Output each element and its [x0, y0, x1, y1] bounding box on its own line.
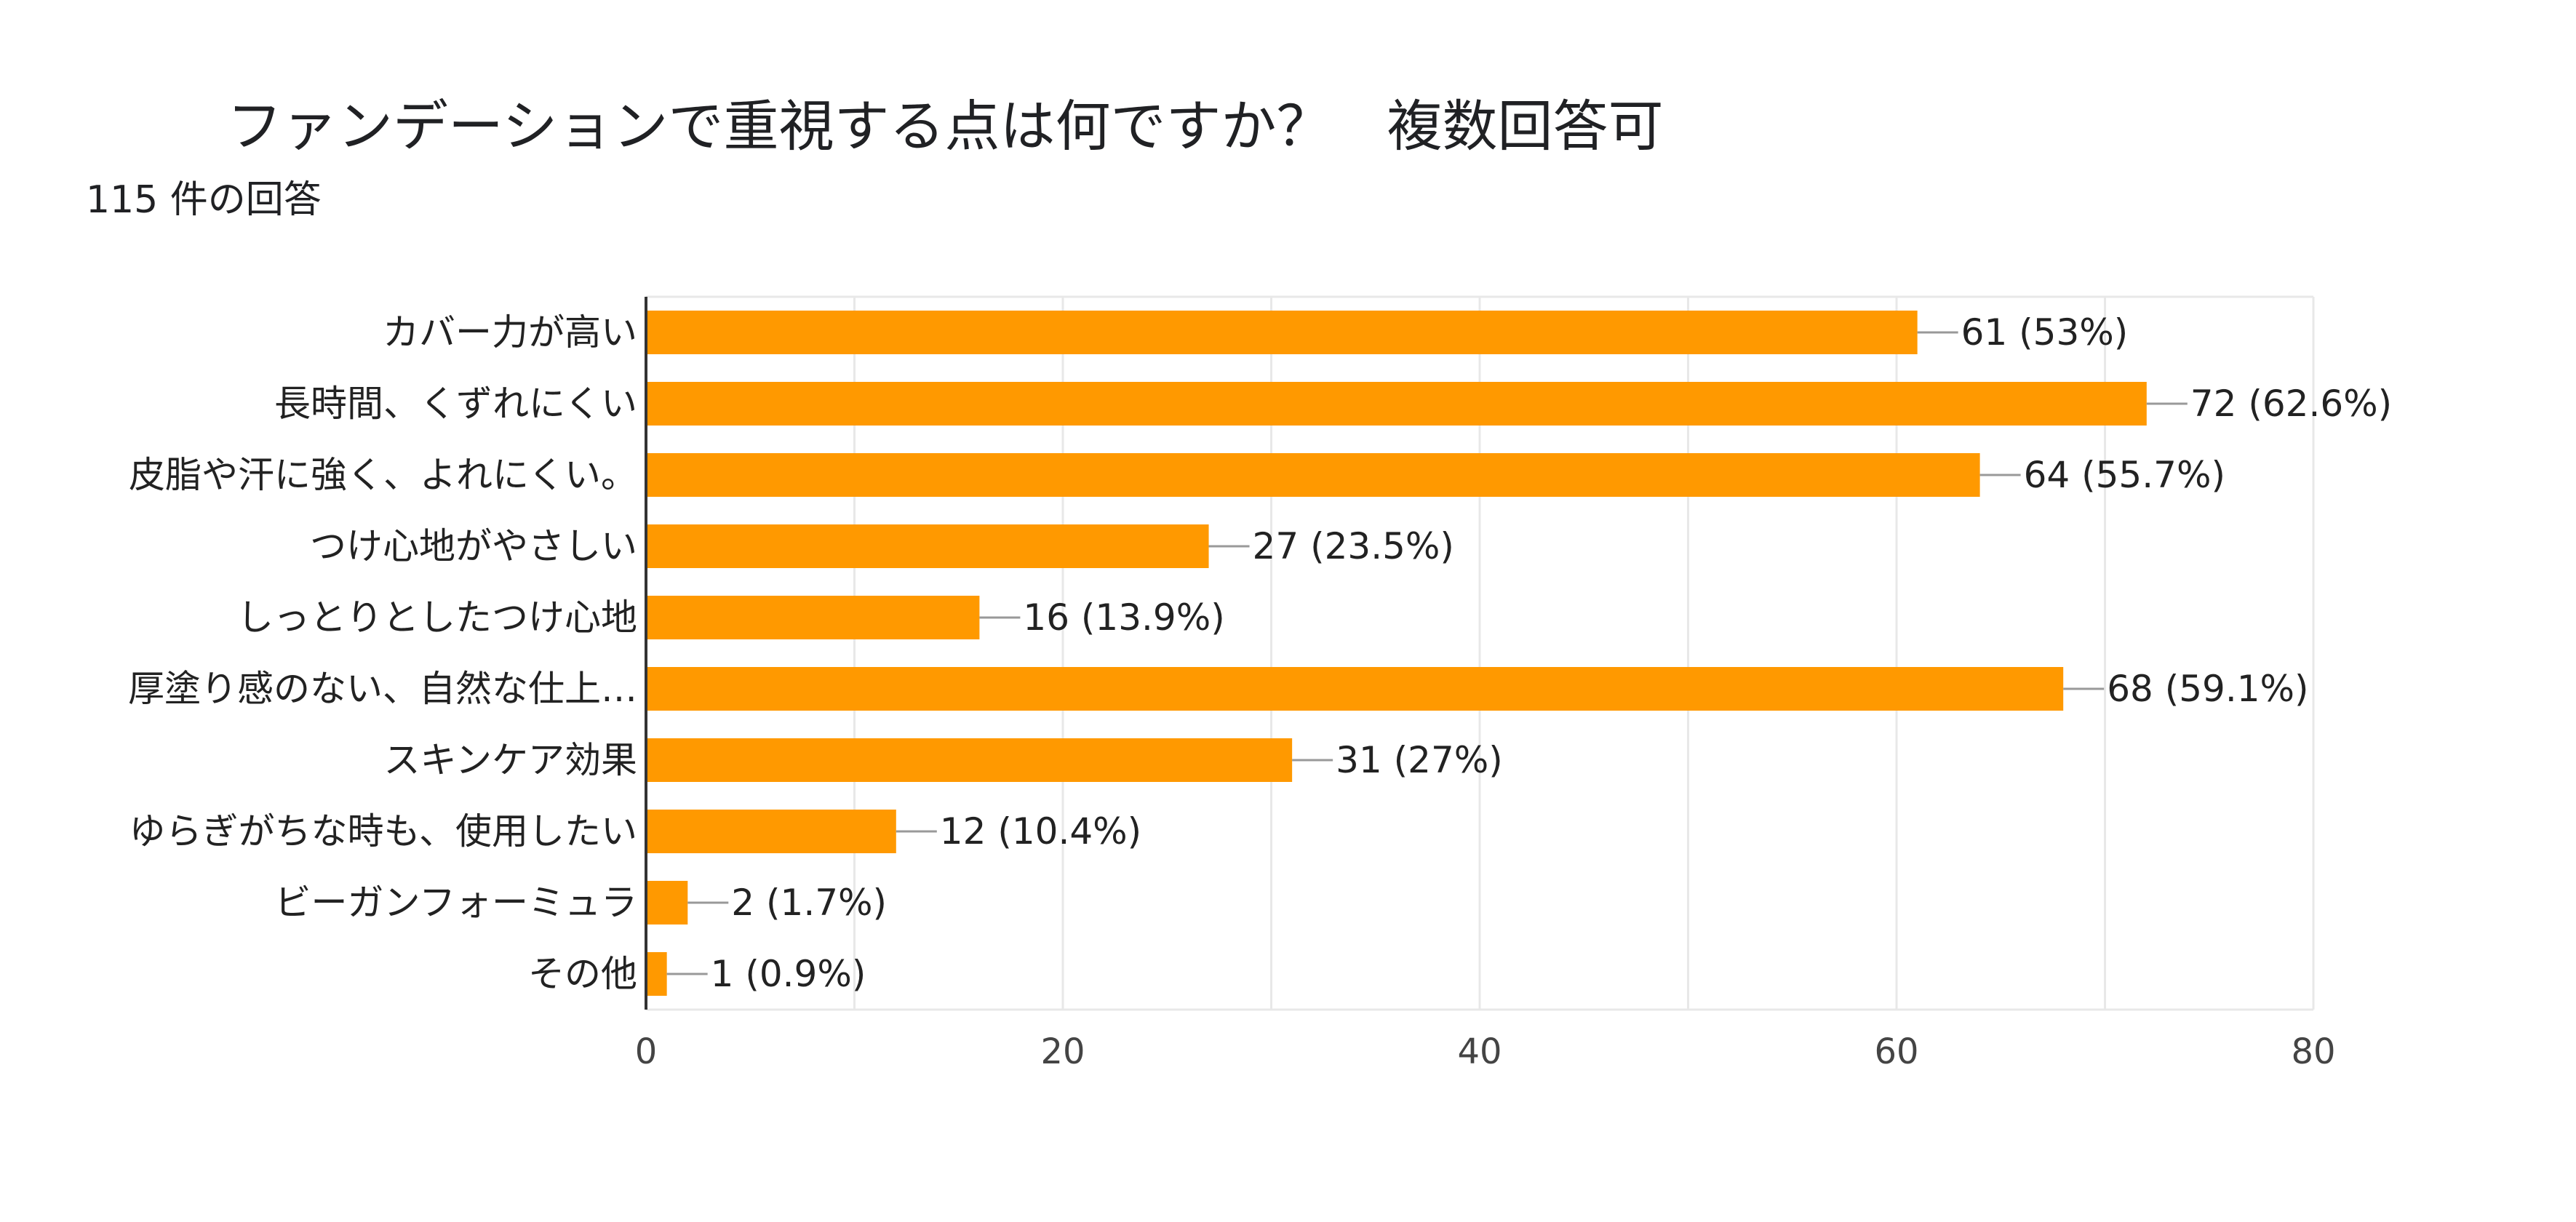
category-label: ゆらぎがちな時も、使用したい — [129, 810, 638, 852]
category-label: つけ心地がやさしい — [310, 525, 637, 567]
bar — [646, 453, 1980, 497]
category-label: その他 — [528, 953, 637, 995]
x-tick-label: 0 — [635, 1031, 658, 1072]
data-label: 68 (59.1%) — [2107, 668, 2308, 710]
data-label: 72 (62.6%) — [2190, 383, 2392, 425]
data-label: 61 (53%) — [1961, 311, 2129, 354]
axis-layer: 0 20 40 60 80 — [635, 297, 2336, 1072]
bar — [646, 810, 896, 853]
x-tick-label: 80 — [2291, 1031, 2335, 1072]
x-tick-label: 40 — [1457, 1031, 1502, 1072]
bar — [646, 311, 1918, 354]
bar — [646, 667, 2064, 711]
data-label: 27 (23.5%) — [1253, 525, 1454, 567]
bar — [646, 382, 2147, 426]
category-label: カバー力が高い — [383, 311, 637, 354]
category-label: 長時間、くずれにくい — [274, 383, 637, 425]
data-label: 2 (1.7%) — [731, 882, 887, 924]
chart-title: ファンデーションで重視する点は何ですか？ 複数回答可 — [227, 94, 1664, 159]
data-label: 12 (10.4%) — [940, 810, 1141, 852]
data-label: 31 (27%) — [1336, 739, 1503, 781]
category-label: スキンケア効果 — [384, 739, 638, 781]
category-label: ビーガンフォーミュラ — [275, 882, 638, 924]
category-label: 皮脂や汗に強く、よれにくい。 — [129, 454, 637, 496]
data-label: 64 (55.7%) — [2024, 454, 2225, 496]
bar — [646, 524, 1209, 568]
bar-layer — [646, 311, 2147, 996]
x-tick-label: 60 — [1874, 1031, 1918, 1072]
data-label: 16 (13.9%) — [1023, 596, 1224, 639]
bar — [646, 738, 1293, 782]
bar — [646, 952, 667, 996]
category-label: 厚塗り感のない、自然な仕上… — [128, 668, 637, 710]
label-layer: カバー力が高い 61 (53%) 長時間、くずれにくい 72 (62.6%) 皮脂や汗に… — [128, 311, 2392, 995]
bar — [646, 596, 980, 639]
response-count: 115 件の回答 — [86, 178, 322, 222]
bar — [646, 881, 688, 925]
category-label: しっとりとしたつけ心地 — [237, 596, 637, 639]
x-tick-label: 20 — [1040, 1031, 1085, 1072]
data-label: 1 (0.9%) — [711, 953, 866, 995]
